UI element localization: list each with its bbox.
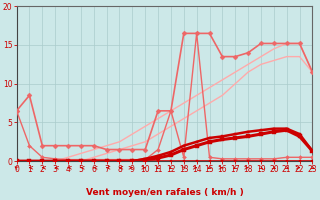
- X-axis label: Vent moyen/en rafales ( km/h ): Vent moyen/en rafales ( km/h ): [86, 188, 244, 197]
